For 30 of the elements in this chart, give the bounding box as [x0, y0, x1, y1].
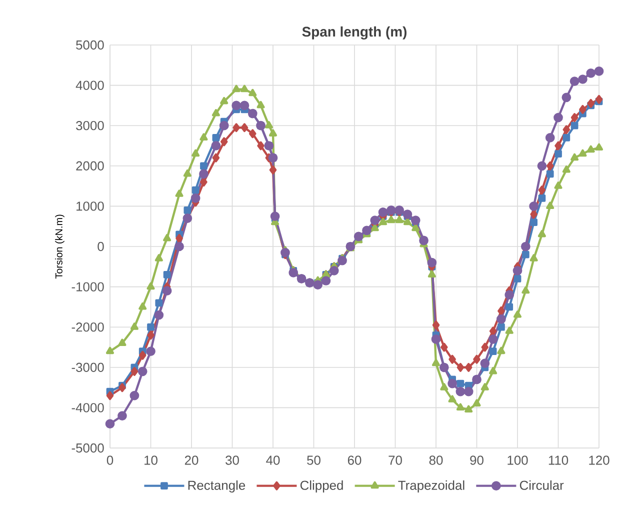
y-tick-label: -4000 — [72, 403, 104, 412]
chart-title: Span length (m) — [302, 26, 406, 40]
legend-label: Circular — [520, 480, 564, 490]
x-tick-label: 110 — [548, 456, 568, 465]
legend-label: Rectangle — [188, 480, 246, 492]
x-tick-label: 60 — [348, 456, 362, 465]
y-tick-label: 5000 — [76, 40, 104, 50]
x-tick-label: 120 — [589, 456, 610, 465]
legend-label: Clipped — [300, 480, 343, 492]
y-axis-title: Torsion (kN.m) — [55, 214, 64, 279]
y-tick-label: -1000 — [72, 282, 104, 292]
x-tick-label: 90 — [470, 456, 484, 465]
x-tick-label: 10 — [144, 456, 158, 465]
y-tick-label: -3000 — [72, 362, 104, 372]
y-tick-label: -5000 — [72, 443, 104, 453]
y-tick-label: 2000 — [76, 161, 104, 170]
x-tick-label: 50 — [307, 456, 320, 465]
y-tick-label: -2000 — [72, 322, 104, 332]
y-tick-label: 3000 — [76, 121, 104, 130]
x-tick-label: 40 — [266, 456, 280, 465]
x-tick-label: 100 — [508, 456, 528, 465]
legend-label: Trapezoidal — [398, 480, 464, 492]
x-tick-label: 70 — [388, 456, 402, 465]
y-tick-label: 0 — [98, 242, 104, 252]
x-tick-label: 80 — [429, 456, 443, 465]
y-tick-label: 1000 — [76, 202, 104, 211]
x-tick-label: 30 — [226, 456, 239, 465]
y-tick-label: 4000 — [76, 80, 104, 90]
x-tick-label: 0 — [106, 456, 114, 465]
x-tick-label: 20 — [184, 456, 198, 465]
